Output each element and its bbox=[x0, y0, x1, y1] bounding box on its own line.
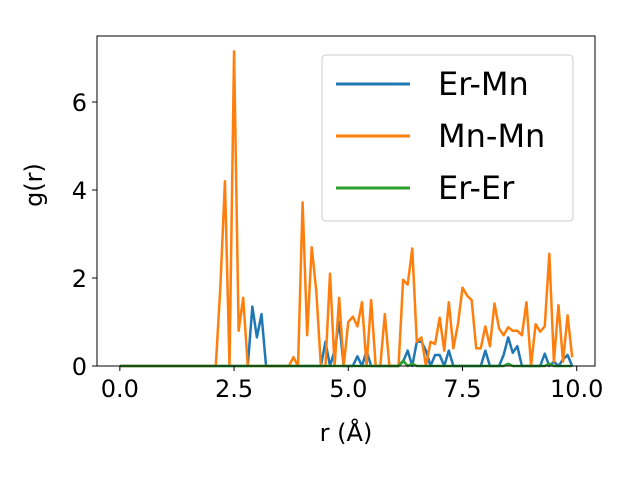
legend-label-er-mn: Er-Mn bbox=[438, 65, 529, 103]
series-line-mn-mn bbox=[119, 50, 574, 368]
y-axis-ticks: 0 2 4 6 bbox=[72, 89, 97, 381]
x-tick-label: 7.5 bbox=[443, 375, 481, 403]
legend-box bbox=[321, 54, 574, 222]
y-tick-label: 6 bbox=[72, 89, 87, 117]
axes-frame bbox=[96, 35, 596, 367]
x-axis-label: r (Å) bbox=[320, 418, 373, 447]
y-tick-label: 4 bbox=[72, 177, 87, 205]
legend-label-er-er: Er-Er bbox=[438, 169, 515, 207]
x-tick-label: 0.0 bbox=[101, 375, 139, 403]
x-tick-label: 2.5 bbox=[215, 375, 253, 403]
y-tick-label: 0 bbox=[72, 353, 87, 381]
legend: Er-Mn Mn-Mn Er-Er bbox=[321, 54, 574, 222]
y-axis-label: g(r) bbox=[20, 163, 48, 207]
x-tick-label: 10.0 bbox=[550, 375, 603, 403]
legend-label-mn-mn: Mn-Mn bbox=[438, 117, 545, 155]
x-tick-label: 5.0 bbox=[329, 375, 367, 403]
x-axis-ticks: 0.0 2.5 5.0 7.5 10.0 bbox=[101, 366, 603, 403]
y-tick-label: 2 bbox=[72, 265, 87, 293]
